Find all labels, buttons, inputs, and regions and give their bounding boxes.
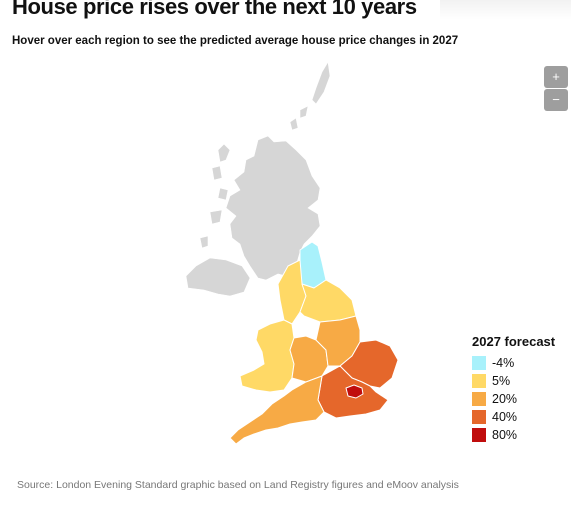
header-fade: [440, 0, 571, 20]
legend-swatch: [472, 428, 486, 442]
legend-label: 80%: [492, 428, 518, 442]
chart-title: House price rises over the next 10 years: [12, 0, 417, 19]
legend-item-80: 80%: [472, 426, 555, 444]
legend-swatch: [472, 374, 486, 388]
legend-swatch: [472, 356, 486, 370]
legend-label: 20%: [492, 392, 518, 406]
legend-item-minus-4: -4%: [472, 354, 555, 372]
legend-swatch: [472, 392, 486, 406]
chart-subtitle: Hover over each region to see the predic…: [12, 35, 459, 47]
north-west-region[interactable]: [277, 259, 307, 325]
yorkshire-region[interactable]: [299, 279, 357, 323]
legend-item-40: 40%: [472, 408, 555, 426]
legend-title: 2027 forecast: [472, 334, 556, 349]
legend-label: -4%: [492, 356, 515, 370]
legend-swatch: [472, 410, 486, 424]
legend-label: 5%: [492, 374, 511, 388]
source-note: Source: London Evening Standard graphic …: [17, 479, 459, 491]
northern-ireland-region[interactable]: [185, 257, 251, 297]
london-region[interactable]: [345, 384, 364, 399]
wales-region[interactable]: [239, 319, 295, 393]
legend: 2027 forecast -4% 5% 20% 40% 80%: [472, 334, 555, 444]
legend-label: 40%: [492, 410, 518, 424]
zoom-in-button[interactable]: +: [544, 66, 568, 88]
scotland-region[interactable]: [199, 61, 331, 281]
zoom-out-button[interactable]: −: [544, 89, 568, 111]
north-east-region[interactable]: [299, 241, 327, 289]
south-west-region[interactable]: [229, 375, 325, 445]
legend-item-20: 20%: [472, 390, 555, 408]
legend-item-5: 5%: [472, 372, 555, 390]
